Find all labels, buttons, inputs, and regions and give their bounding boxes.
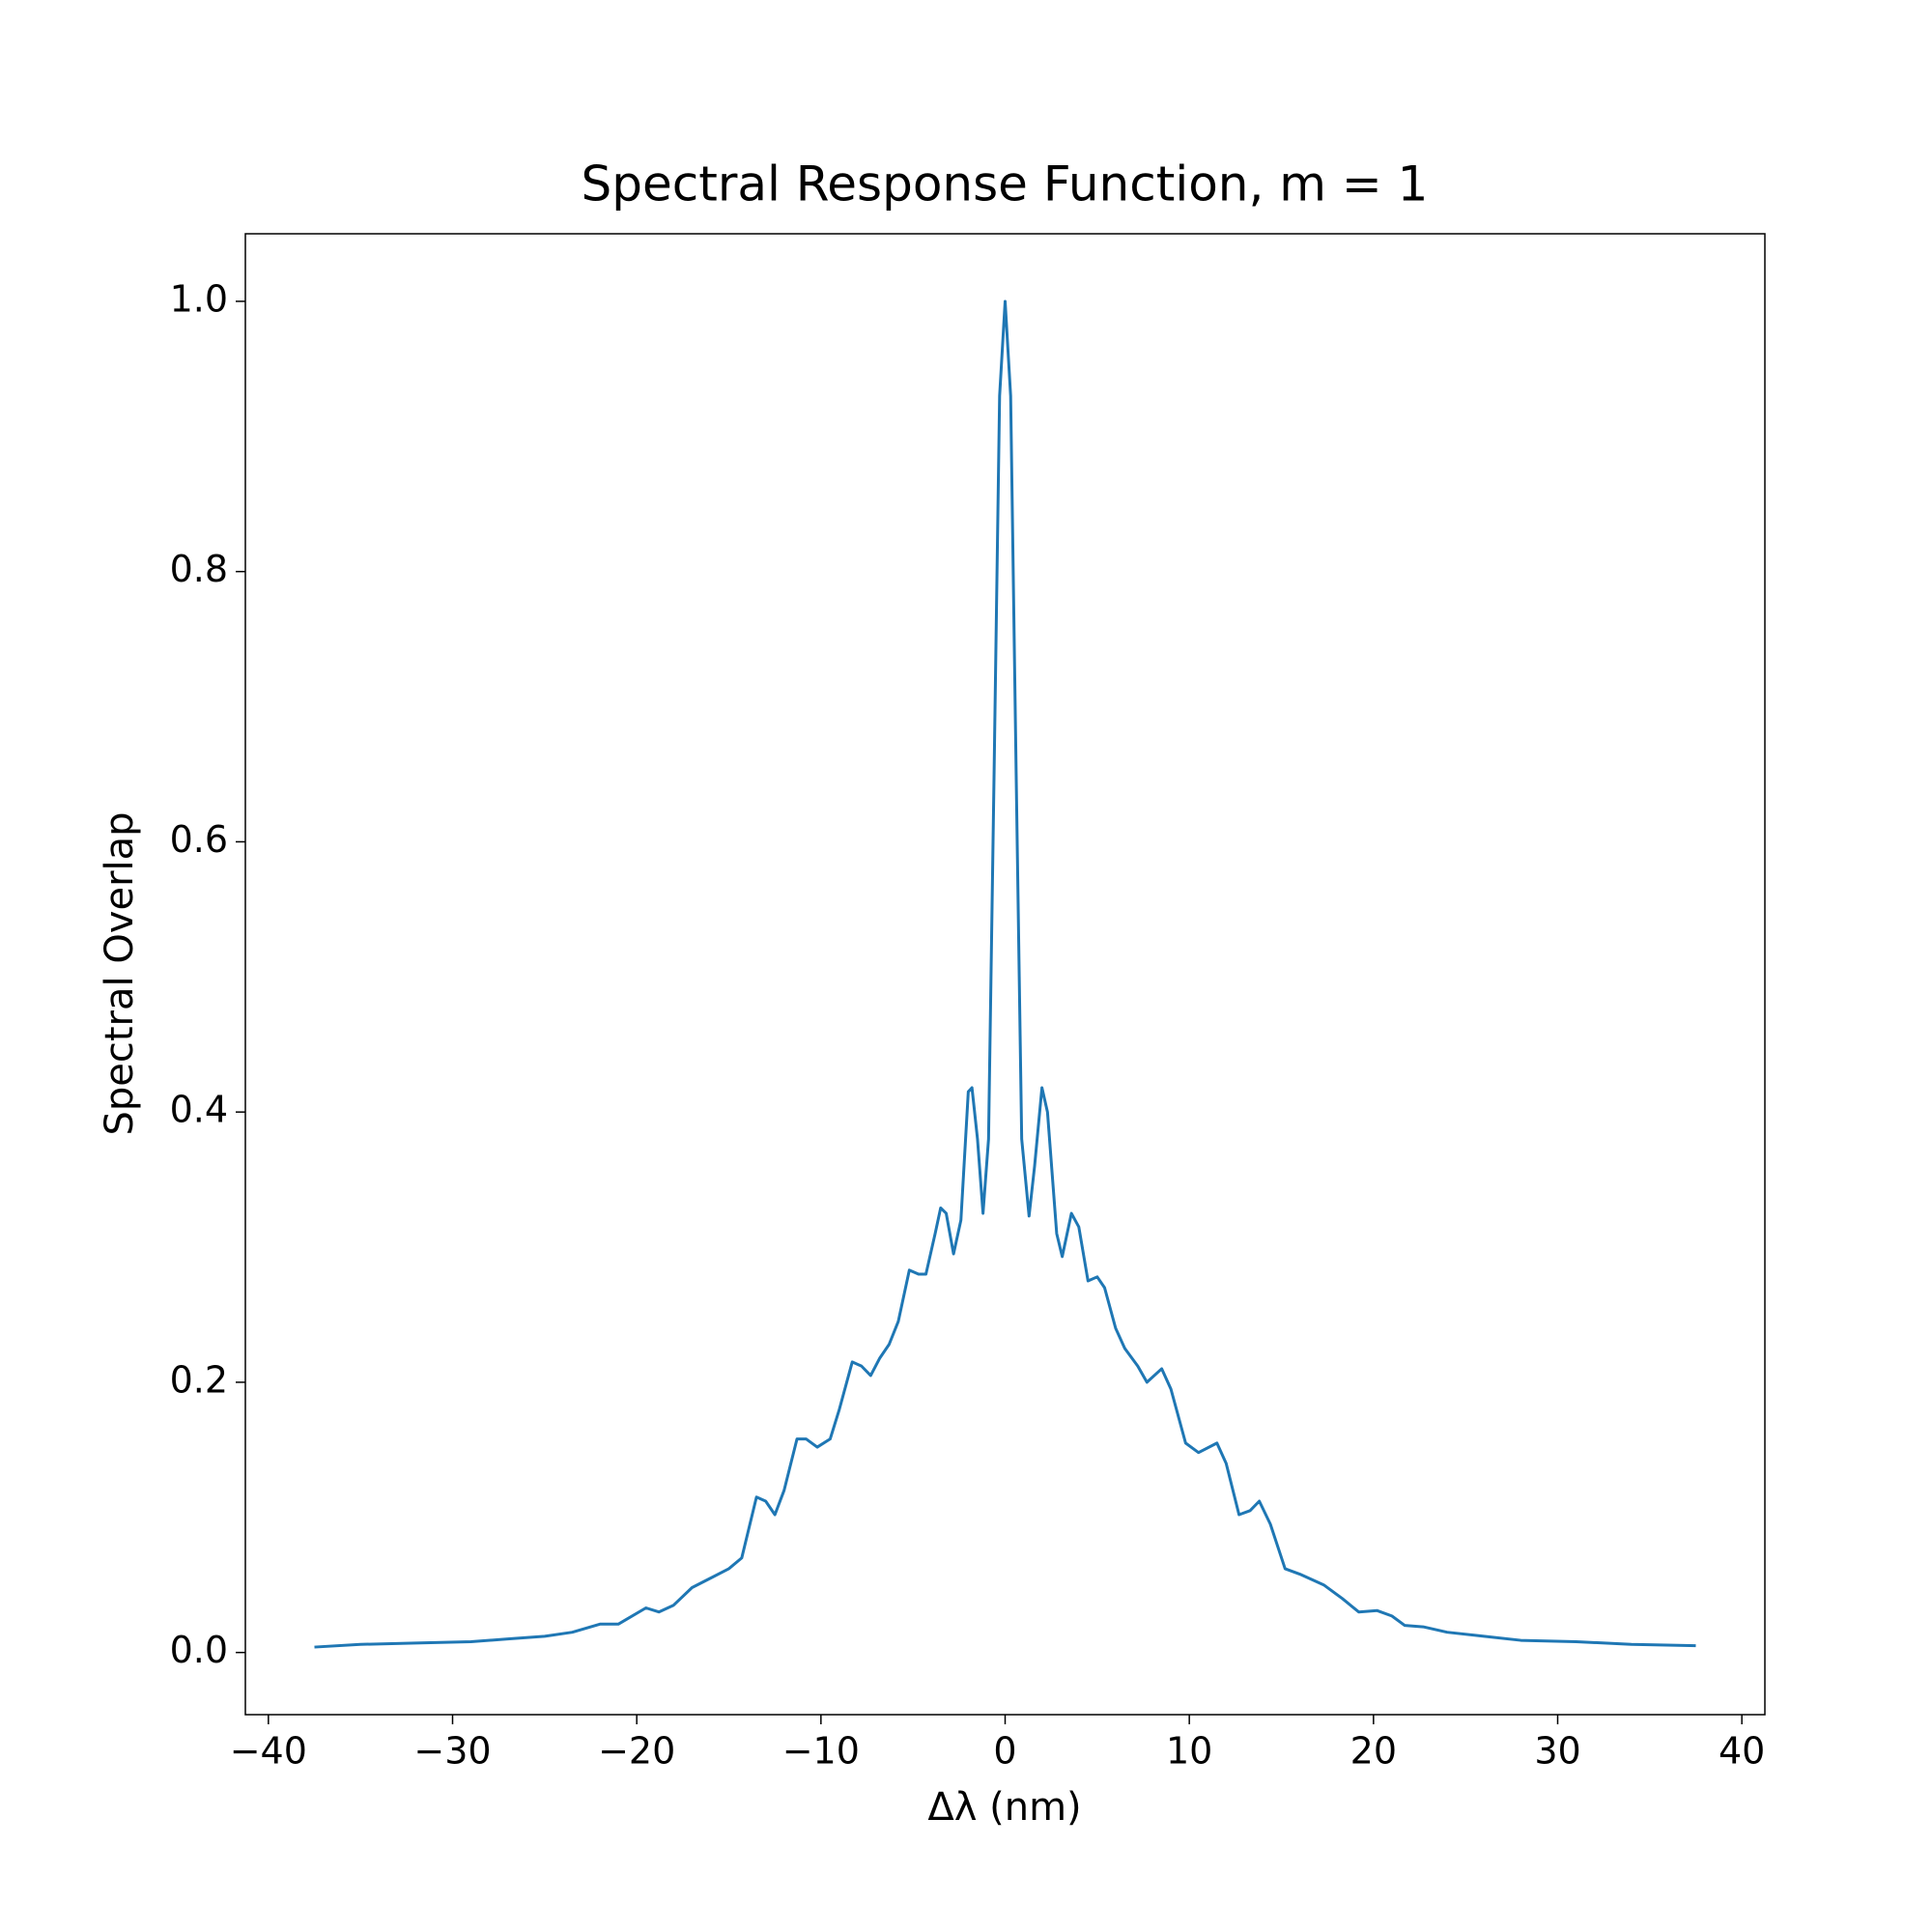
- x-tick-label: 10: [1166, 1730, 1212, 1773]
- y-tick-label: 0.8: [170, 548, 228, 590]
- x-tick-label: −10: [782, 1730, 860, 1773]
- x-tick-label: −20: [598, 1730, 675, 1773]
- axes-frame: [244, 233, 1766, 1716]
- y-axis-label: Spectral Overlap: [98, 811, 142, 1135]
- y-tick-label: 0.6: [170, 818, 228, 861]
- x-tick-label: 40: [1719, 1730, 1765, 1773]
- y-tick-label: 0.2: [170, 1358, 228, 1401]
- chart-title: Spectral Response Function, m = 1: [581, 156, 1428, 213]
- x-tick-label: 20: [1350, 1730, 1397, 1773]
- x-axis-label: Δλ (nm): [927, 1785, 1081, 1830]
- x-tick-label: −40: [230, 1730, 307, 1773]
- y-tick-label: 0.4: [170, 1089, 228, 1131]
- y-tick-label: 1.0: [170, 277, 228, 320]
- x-tick-label: −30: [413, 1730, 491, 1773]
- x-tick-label: 30: [1534, 1730, 1580, 1773]
- x-tick-label: 0: [993, 1730, 1016, 1773]
- y-tick-label: 0.0: [170, 1629, 228, 1671]
- data-line: [314, 299, 1696, 1649]
